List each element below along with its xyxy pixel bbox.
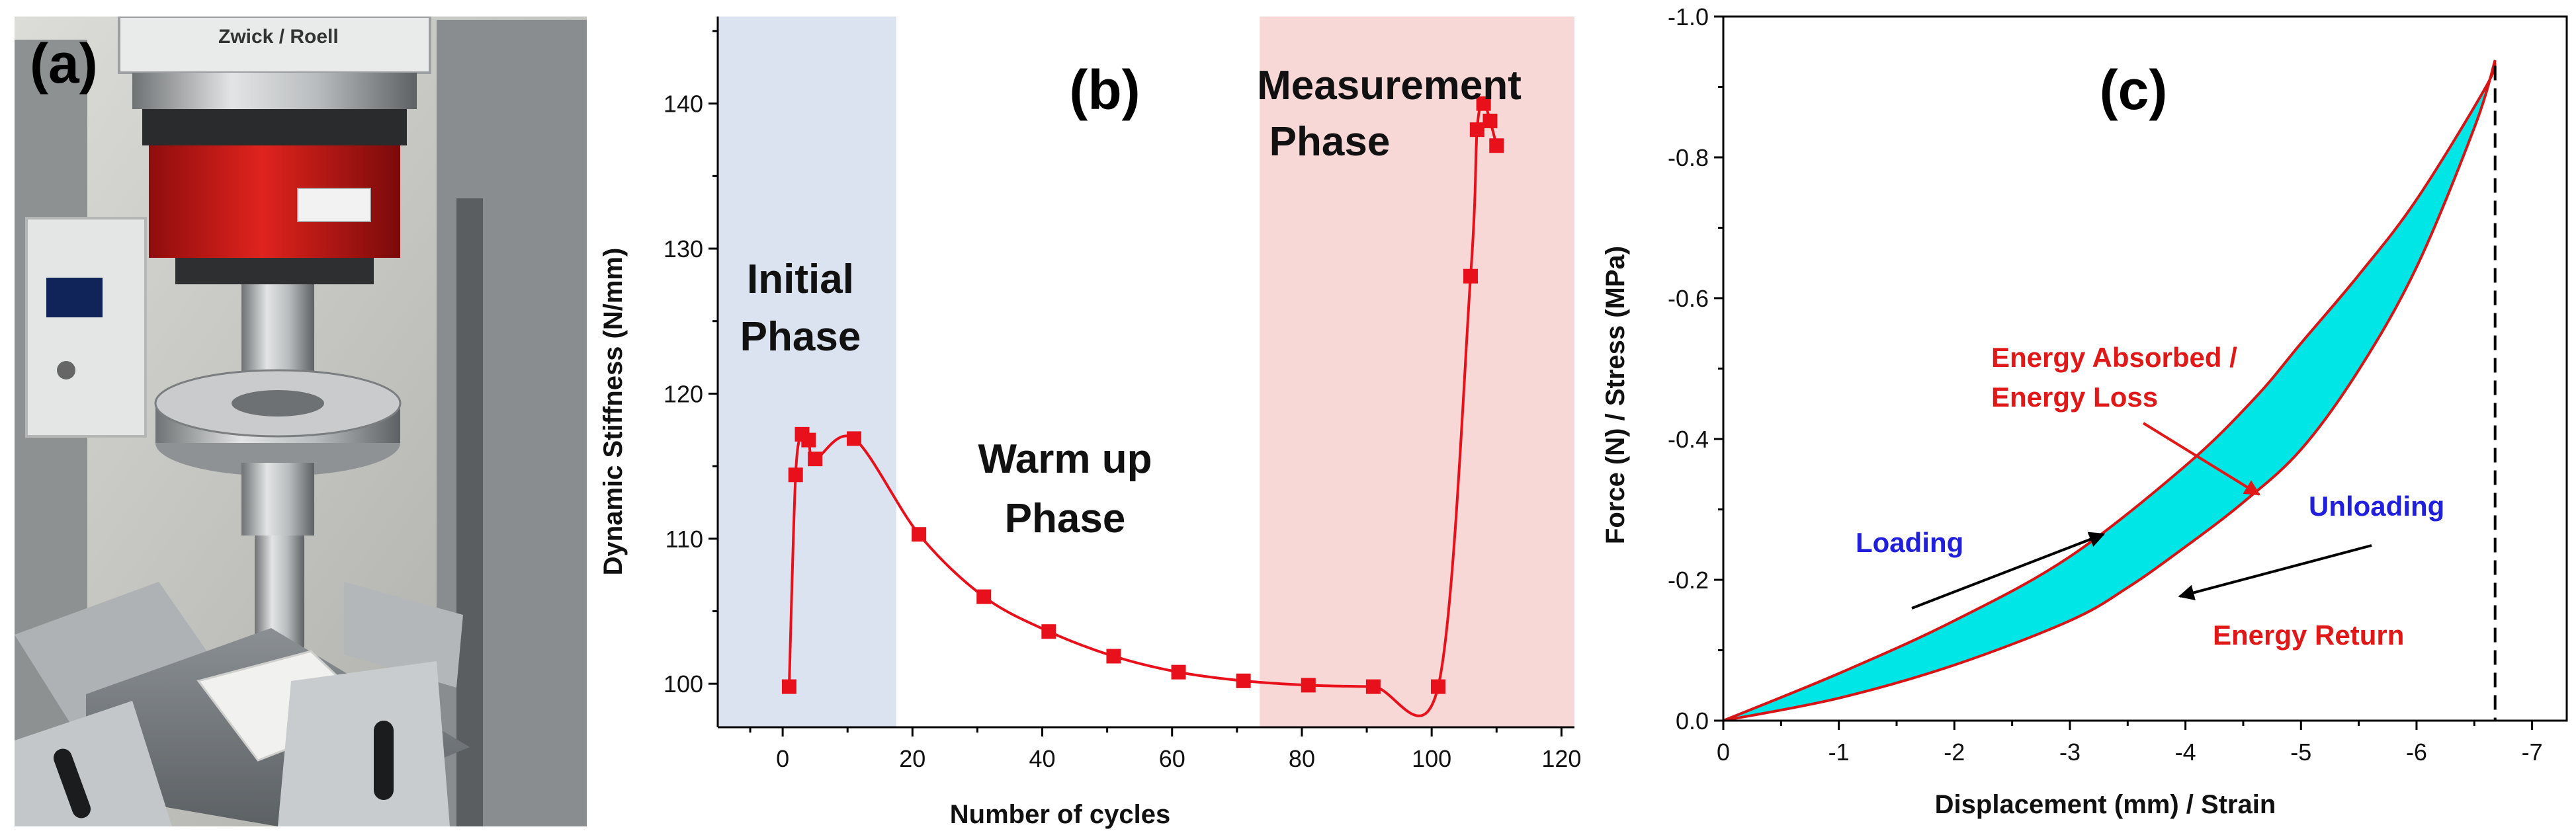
stiffness-series [781,96,1504,717]
initial-phase-label-line1: Initial [747,257,854,302]
c-x-tick-label-4: -4 [2175,738,2196,766]
panel-c-label: (c) [2100,59,2168,121]
fixture-block-right [344,582,463,688]
adapter-dark [175,258,374,284]
frame-rail [456,198,483,826]
unloading-label: Unloading [2309,491,2444,522]
stiffness-point-18 [1482,113,1498,128]
x-tick-label-60: 60 [1159,745,1185,772]
x-tick-label-100: 100 [1412,745,1451,772]
stiffness-point-1 [788,467,803,483]
c-x-axis-title: Displacement (mm) / Strain [1935,790,2276,819]
fixture-block-front-left [15,701,172,826]
y-tick-label-110: 110 [665,526,703,553]
y-tick-label-140: 140 [664,91,703,118]
c-y-tick-label-5: -1.0 [1668,3,1709,30]
warmup-phase-label-line2: Phase [1005,496,1126,541]
c-x-tick-label-2: -2 [1944,738,1965,766]
fixture-block-left [15,582,218,727]
fixture-block-front-right [278,661,450,826]
panel-a-label: (a) [30,32,98,95]
warmup-phase-label-line1: Warm up [978,436,1152,482]
stiffness-labels: Initial Phase Measurement Phase Warm up Phase… [740,59,1522,541]
stiffness-point-7 [976,589,992,604]
hysteresis-axes: 0 -1 -2 -3 -4 -5 -6 -7 0.0 -0.2 -0.4 -0.6 -0.8 -1.0 Di… [1601,3,2568,819]
panel-a-photo: Zwick / Roell (a) [15,17,587,826]
stiffness-point-12 [1301,678,1316,693]
loading-curve [1723,60,2497,722]
y-axis-title: Dynamic Stiffness (N/mm) [599,248,628,576]
panel-b-label: (b) [1069,59,1140,121]
panel-c-chart: 0 -1 -2 -3 -4 -5 -6 -7 0.0 -0.2 -0.4 -0.6 -0.8 -1.0 Di… [1601,3,2568,819]
lower-shaft [241,463,314,536]
hysteresis-plot [1723,60,2497,722]
c-x-tick-label-1: -1 [1828,738,1850,766]
stiffness-point-3 [801,432,816,448]
slot-left [53,748,91,818]
x-tick-label-0: 0 [776,745,789,772]
energy-absorbed-label-line1: Energy Absorbed / [1991,342,2237,373]
c-y-tick-label-2: -0.4 [1668,426,1709,453]
y-tick-label-120: 120 [664,380,703,407]
c-y-tick-label-4: -0.8 [1668,144,1709,171]
measurement-phase-label-line1: Measurement [1257,63,1522,108]
y-tick-label-130: 130 [664,235,703,262]
controller-box [25,217,147,438]
initial-phase-label-line2: Phase [740,314,861,360]
measurement-phase-label-line2: Phase [1269,119,1391,165]
energy-return-label: Energy Return [2213,619,2404,651]
c-x-tick-label-0: 0 [1717,738,1730,766]
c-y-tick-label-1: -0.2 [1668,567,1709,594]
stiffness-point-6 [912,527,927,542]
controller-knob [57,361,75,379]
unloading-curve [1723,60,2497,722]
stiffness-axes: 0 20 40 60 80 100 120 100 110 120 130 140 Number of … [599,17,1581,829]
stiffness-point-4 [808,452,823,467]
x-tick-label-120: 120 [1541,745,1581,772]
x-tick-label-80: 80 [1289,745,1315,772]
stiffness-point-0 [781,679,796,694]
slot-right [374,721,394,800]
c-x-tick-label-6: -6 [2406,738,2427,766]
loading-label: Loading [1856,527,1963,558]
hysteresis-labels: Energy Absorbed / Energy Loss Loading Unloa… [1856,59,2444,651]
phase-region-0 [718,17,896,727]
c-y-tick-label-3: -0.6 [1668,285,1709,312]
load-cell-flange [132,73,417,109]
c-x-tick-label-7: -7 [2522,738,2543,766]
c-x-tick-label-3: -3 [2059,738,2081,766]
energy-absorbed-arrow [2142,422,2261,496]
unloading-arrow [2178,544,2372,601]
x-tick-label-40: 40 [1029,745,1056,772]
load-cell-black [142,109,407,145]
phase-region-1 [1260,17,1574,727]
c-x-tick-label-5: -5 [2290,738,2311,766]
controller-display [46,278,103,317]
stiffness-point-10 [1171,664,1186,680]
phase-regions [718,17,1574,727]
stiffness-point-9 [1106,649,1121,664]
energy-absorbed-label-line2: Energy Loss [1991,381,2158,413]
flange-center [232,390,324,417]
c-y-tick-label-0: 0.0 [1676,707,1709,735]
brand-text: Zwick / Roell [218,26,339,48]
stiffness-point-16 [1469,122,1484,138]
stiffness-point-8 [1041,624,1056,639]
x-axis-title: Number of cycles [950,800,1170,829]
stiffness-point-13 [1365,679,1381,694]
stiffness-point-5 [847,431,862,446]
energy-loss-area [1723,60,2495,721]
stiffness-point-19 [1489,138,1504,153]
stiffness-point-14 [1430,679,1445,694]
loading-arrow [1911,532,2106,610]
stiffness-point-17 [1476,96,1491,111]
stiffness-point-15 [1463,268,1479,284]
panel-b-chart: 0 20 40 60 80 100 120 100 110 120 130 140 Number of … [599,17,1581,829]
x-tick-label-20: 20 [899,745,925,772]
y-tick-label-100: 100 [664,670,703,698]
load-cell-sticker [297,188,371,222]
stiffness-point-11 [1236,673,1251,688]
c-y-axis-title: Force (N) / Stress (MPa) [1601,246,1630,544]
